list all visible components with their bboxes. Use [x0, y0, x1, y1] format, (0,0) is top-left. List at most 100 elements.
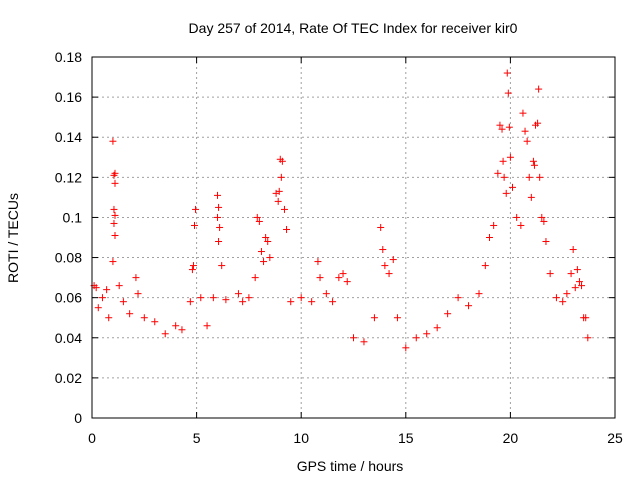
data-point: [573, 266, 581, 274]
data-point: [393, 314, 401, 322]
data-point: [109, 258, 117, 266]
data-point: [214, 191, 222, 199]
data-point: [485, 234, 493, 241]
data-point: [350, 334, 357, 342]
y-tick-label: 0.14: [55, 129, 82, 145]
axis-ticks: [91, 56, 616, 419]
data-point: [343, 278, 351, 286]
data-point: [521, 127, 529, 135]
data-point: [161, 330, 169, 338]
data-point: [132, 274, 140, 282]
data-point: [260, 258, 268, 266]
data-point: [534, 119, 542, 127]
data-point: [559, 298, 567, 306]
y-tick-label: 0.1: [63, 209, 83, 225]
data-point: [496, 121, 504, 129]
data-point: [111, 179, 119, 187]
x-tick-label: 25: [607, 430, 623, 446]
data-point: [502, 189, 510, 197]
data-point: [109, 137, 117, 145]
x-tick-label: 10: [293, 430, 309, 446]
data-point: [360, 338, 368, 346]
data-point: [110, 205, 118, 213]
data-point: [275, 187, 283, 195]
data-point: [513, 213, 521, 221]
data-point: [297, 294, 305, 302]
data-point: [504, 89, 512, 97]
data-point: [552, 294, 560, 302]
data-point: [530, 161, 538, 169]
data-point: [94, 304, 102, 312]
data-point: [523, 137, 531, 145]
data-point: [316, 274, 324, 282]
data-point: [475, 290, 483, 298]
data-point: [115, 282, 123, 290]
y-tick-label: 0.06: [55, 290, 82, 306]
y-tick-label: 0.04: [55, 330, 82, 346]
data-point: [251, 274, 259, 282]
data-points: [90, 69, 592, 352]
data-point: [234, 290, 242, 298]
data-point: [508, 183, 516, 191]
data-point: [186, 298, 194, 306]
data-point: [203, 322, 211, 330]
data-point: [214, 213, 222, 221]
data-point: [277, 173, 285, 181]
data-point: [329, 298, 337, 306]
data-point: [105, 314, 113, 322]
data-point: [571, 284, 579, 292]
data-point: [505, 123, 513, 131]
data-point: [278, 157, 286, 165]
data-point: [535, 85, 543, 93]
data-point: [578, 282, 586, 290]
y-axis-label: ROTI / TECUs: [5, 193, 21, 283]
data-point: [262, 234, 270, 241]
y-tick-label: 0.16: [55, 89, 82, 105]
data-point: [283, 225, 291, 233]
chart-title: Day 257 of 2014, Rate Of TEC Index for r…: [189, 20, 518, 36]
data-point: [216, 223, 224, 231]
data-point: [188, 266, 196, 274]
data-point: [379, 246, 387, 254]
data-point: [423, 330, 431, 338]
data-point: [381, 262, 389, 270]
data-point: [239, 298, 247, 306]
data-point: [517, 221, 525, 229]
data-point: [280, 205, 288, 213]
data-point: [264, 238, 272, 246]
data-point: [377, 223, 385, 231]
x-tick-label: 15: [398, 430, 414, 446]
data-point: [111, 231, 119, 239]
data-point: [538, 213, 546, 221]
data-point: [287, 298, 295, 306]
data-point: [339, 270, 347, 278]
y-tick-label: 0.08: [55, 250, 82, 266]
data-point: [192, 205, 200, 213]
data-point: [500, 173, 508, 181]
data-point: [519, 109, 527, 117]
data-point: [494, 169, 502, 177]
data-point: [506, 153, 514, 161]
data-point: [465, 302, 473, 310]
data-point: [582, 314, 590, 322]
data-point: [266, 254, 274, 262]
data-point: [134, 290, 142, 298]
data-point: [189, 262, 197, 270]
data-point: [257, 248, 265, 256]
data-point: [503, 69, 511, 77]
plot-frame: [91, 56, 616, 419]
data-point: [402, 344, 410, 352]
data-point: [191, 221, 199, 229]
data-point: [536, 173, 544, 181]
data-point: [529, 157, 537, 165]
data-point: [209, 294, 217, 302]
x-tick-label: 0: [88, 430, 96, 446]
data-point: [546, 270, 554, 278]
data-point: [110, 171, 118, 179]
data-point: [215, 238, 223, 246]
data-point: [274, 197, 282, 205]
x-tick-label: 20: [503, 430, 519, 446]
data-point: [433, 324, 441, 332]
